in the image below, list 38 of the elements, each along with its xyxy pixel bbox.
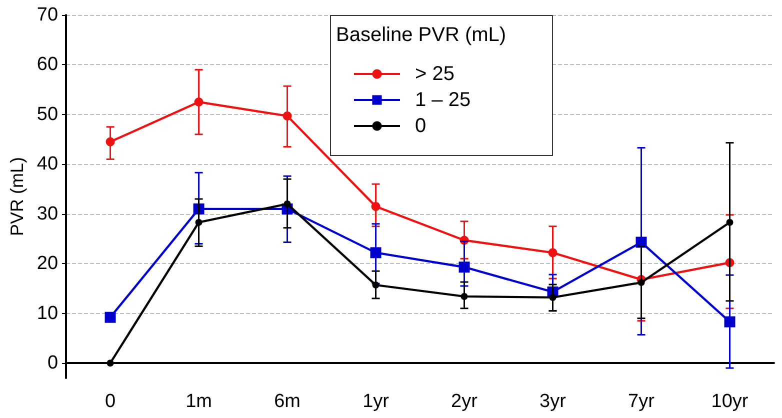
point <box>460 292 468 300</box>
y-tick-label: 60 <box>36 54 58 76</box>
point <box>106 360 114 367</box>
point <box>549 294 556 301</box>
legend-label: > 25 <box>415 63 454 85</box>
x-tick-label: 2yr <box>451 391 478 412</box>
x-tick-label: 1yr <box>362 391 390 412</box>
point <box>371 202 380 211</box>
y-tick-label: 0 <box>47 352 58 374</box>
point <box>548 248 558 258</box>
point <box>194 98 204 107</box>
y-tick-label: 30 <box>36 203 58 224</box>
point <box>458 262 470 273</box>
legend-label: 1 – 25 <box>415 89 471 111</box>
y-tick-label: 20 <box>36 253 58 274</box>
x-tick-label: 3yr <box>540 391 567 412</box>
point <box>372 282 380 289</box>
point <box>282 111 292 120</box>
y-tick-label: 50 <box>36 104 58 125</box>
point <box>104 312 116 323</box>
point <box>726 218 734 226</box>
point <box>195 218 202 226</box>
x-tick-label: 0 <box>104 391 116 412</box>
point <box>638 279 645 286</box>
y-tick-label: 70 <box>36 4 58 26</box>
x-tick-label: 6m <box>274 391 300 412</box>
point <box>106 137 115 146</box>
point <box>724 316 736 328</box>
x-tick-label: 7yr <box>628 391 656 412</box>
x-tick-label: 10yr <box>711 391 749 412</box>
legend-title: Baseline PVR (mL) <box>336 24 506 46</box>
y-tick-label: 10 <box>36 302 58 324</box>
legend-label: 0 <box>415 115 426 137</box>
point <box>370 247 382 258</box>
x-tick-label: 1m <box>186 391 212 412</box>
y-axis-title: PVR (mL) <box>7 156 27 236</box>
point <box>284 200 291 208</box>
y-tick-label: 40 <box>36 154 58 175</box>
